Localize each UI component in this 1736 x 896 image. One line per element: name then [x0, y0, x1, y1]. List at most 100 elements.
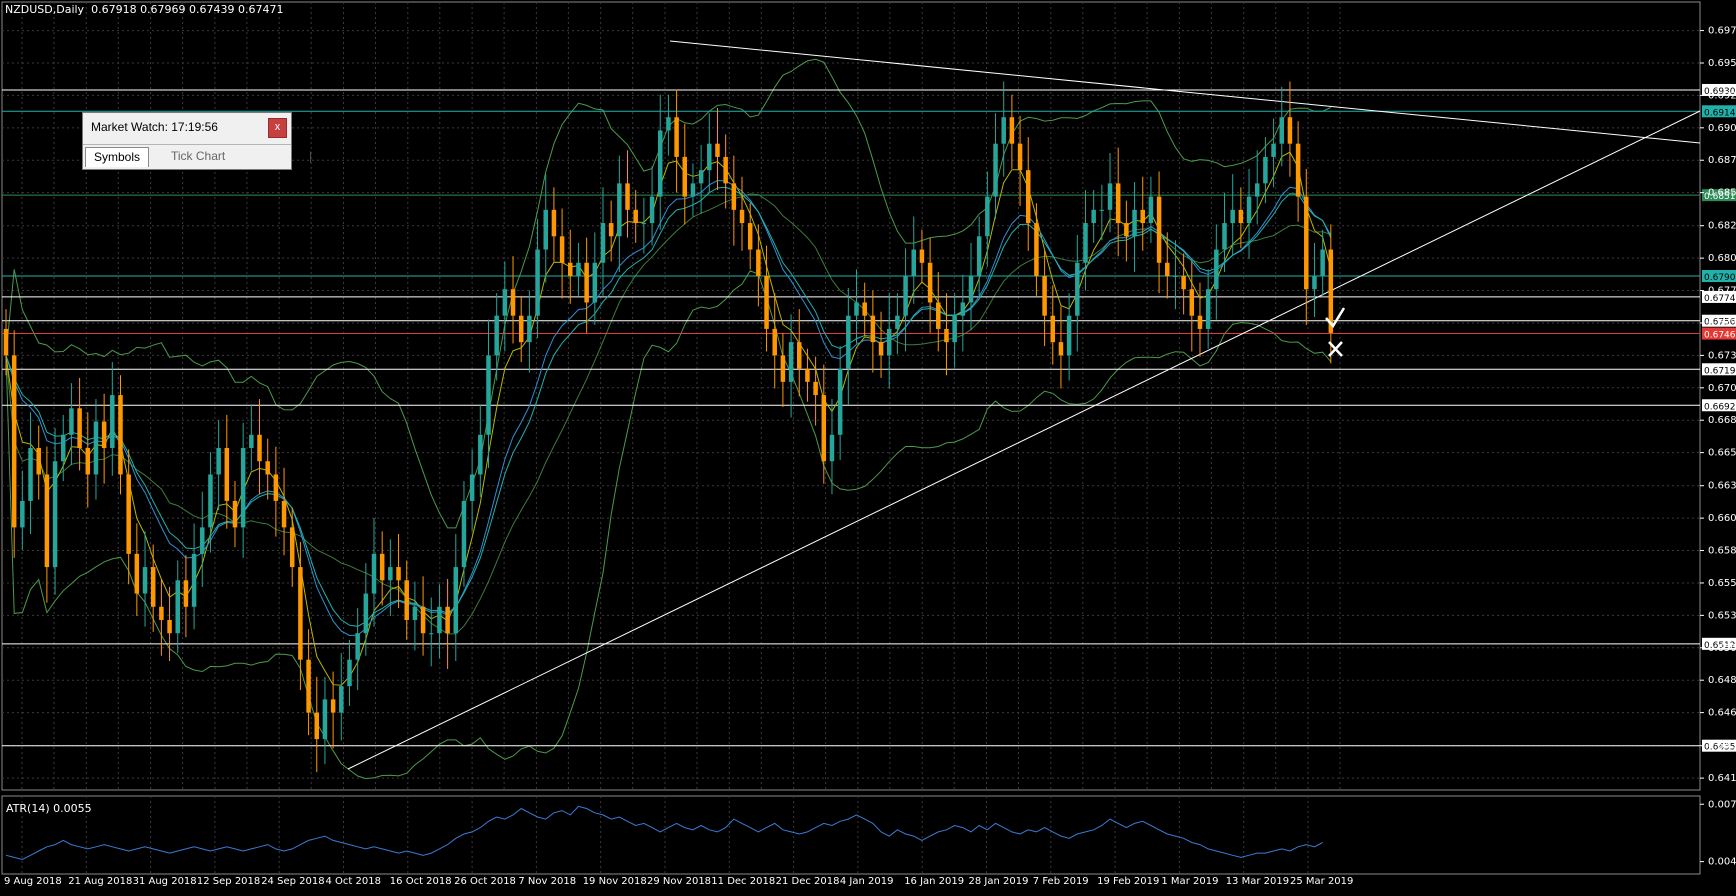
candle-body — [952, 315, 957, 343]
time-tick-label: 21 Aug 2018 — [68, 876, 132, 887]
level-price-label: 0.69306 — [1704, 87, 1736, 97]
candle-body — [224, 448, 230, 501]
candle-body — [412, 606, 418, 620]
tab-tick-chart[interactable]: Tick Chart — [171, 149, 226, 163]
market-watch-window[interactable]: Market Watch: 17:19:56 x Symbols Tick Ch… — [82, 112, 312, 170]
price-tick-label: 0.69510 — [1708, 58, 1736, 69]
time-tick-label: 31 Aug 2018 — [133, 876, 197, 887]
candle-body — [976, 236, 982, 276]
level-price-label: 0.67742 — [1704, 294, 1736, 304]
candle-body — [1222, 223, 1227, 250]
candle-body — [559, 236, 565, 263]
lower-trendline[interactable] — [347, 110, 1701, 770]
slow-ma-line — [5, 179, 1332, 637]
tab-symbols[interactable]: Symbols — [85, 147, 150, 167]
candle-body — [453, 567, 459, 634]
candle-body — [273, 474, 279, 501]
candle-body — [1058, 342, 1064, 356]
candle-body — [527, 315, 532, 343]
level-price-label: 0.68511 — [1704, 192, 1736, 202]
candle-body — [805, 368, 810, 382]
candle-body — [60, 434, 66, 462]
level-price-tag — [1702, 327, 1736, 340]
candle-body — [846, 315, 851, 369]
time-tick-label: 12 Sep 2018 — [197, 876, 260, 887]
candle-body — [878, 342, 884, 356]
candle-body — [698, 170, 704, 184]
candle-body — [649, 196, 655, 224]
candle-body — [322, 699, 328, 740]
candle-body — [306, 659, 311, 713]
close-button[interactable]: x — [268, 118, 287, 138]
candle-body — [159, 606, 164, 620]
candle-body — [1132, 209, 1137, 237]
time-tick-label: 4 Oct 2018 — [326, 876, 381, 887]
market-watch-title: Market Watch: 17:19:56 — [91, 120, 218, 134]
check-mark-icon — [1325, 307, 1346, 329]
candle-body — [101, 421, 107, 448]
atr-panel: 0.0073 0.0046 — [5, 799, 1736, 868]
candle-body — [69, 408, 74, 435]
price-tick-label: 0.68280 — [1708, 221, 1736, 232]
candle-body — [429, 633, 434, 635]
time-tick-label: 26 Oct 2018 — [454, 876, 516, 887]
candle-body — [707, 143, 712, 171]
candle-body — [756, 249, 761, 276]
candle-body — [478, 434, 483, 475]
candle-body — [175, 580, 180, 634]
candle-body — [1295, 143, 1301, 197]
time-axis: 9 Aug 2018 21 Aug 2018 31 Aug 2018 12 Sep 2… — [4, 876, 1353, 887]
candle-body — [657, 130, 663, 197]
candle-body — [600, 223, 606, 263]
candle-body — [85, 448, 91, 475]
candle-body — [36, 448, 41, 475]
middle-band-line — [5, 193, 1331, 635]
close-mark-icon — [1328, 341, 1343, 357]
time-tick-label: 11 Dec 2018 — [711, 876, 775, 887]
candle-body — [518, 315, 524, 343]
candle-body — [960, 302, 966, 316]
candle-body — [543, 209, 548, 250]
candle-body — [142, 567, 148, 594]
level-price-tag — [1702, 270, 1736, 282]
candle-body — [1148, 196, 1154, 224]
candle-body — [257, 434, 262, 462]
price-tick-label: 0.69755 — [1708, 26, 1736, 37]
candle-body — [1238, 209, 1244, 224]
candle-body — [388, 567, 393, 581]
candle-body — [289, 527, 295, 568]
candle-body — [150, 567, 156, 607]
level-price-label: 0.67562 — [1704, 318, 1736, 328]
atr-indicator-label: ATR(14) 0.0055 — [6, 802, 92, 815]
level-price-tag — [1702, 314, 1736, 327]
candle-body — [437, 606, 442, 634]
candle-body — [797, 342, 802, 369]
price-tick-label: 0.69265 — [1708, 90, 1736, 101]
level-price-label: 0.69145 — [1704, 108, 1736, 118]
price-tick-label: 0.65090 — [1708, 643, 1736, 654]
candle-body — [617, 183, 622, 237]
upper-trendline[interactable] — [669, 40, 1701, 144]
candle-body — [936, 302, 941, 329]
atr-tick-label: 0.0046 — [1708, 857, 1736, 868]
candle-body — [968, 276, 974, 303]
candle-body — [44, 474, 50, 568]
candle-body — [134, 553, 140, 594]
candle-body — [584, 262, 589, 303]
time-tick-label: 16 Jan 2019 — [904, 876, 964, 887]
candle-body — [1254, 183, 1260, 197]
level-price-tag — [1702, 363, 1736, 376]
candle-body — [1115, 183, 1121, 224]
price-tick-label: 0.66070 — [1708, 513, 1736, 524]
time-tick-label: 28 Jan 2019 — [969, 876, 1029, 887]
candle-body — [1156, 196, 1162, 263]
level-price-label: 0.67465 — [1704, 331, 1736, 341]
candle-body — [494, 315, 499, 356]
price-tick-label: 0.66810 — [1708, 415, 1736, 426]
candle-body — [167, 620, 172, 634]
candle-body — [1279, 117, 1285, 144]
candle-body — [1312, 276, 1317, 290]
moving-averages — [5, 151, 1332, 686]
level-price-label: 0.66923 — [1704, 402, 1736, 412]
